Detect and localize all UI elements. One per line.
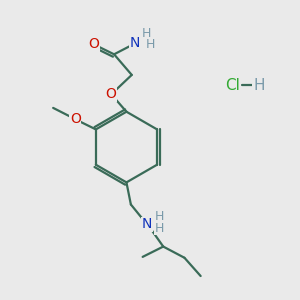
Text: H: H [155, 210, 164, 223]
Text: O: O [88, 37, 99, 51]
Text: H: H [253, 78, 265, 93]
Text: N: N [130, 36, 140, 50]
Text: N: N [142, 218, 152, 232]
Text: H: H [155, 221, 164, 235]
Text: O: O [106, 87, 117, 101]
Text: Cl: Cl [225, 78, 240, 93]
Text: H: H [142, 27, 151, 40]
Text: H: H [146, 38, 155, 51]
Text: O: O [70, 112, 81, 126]
